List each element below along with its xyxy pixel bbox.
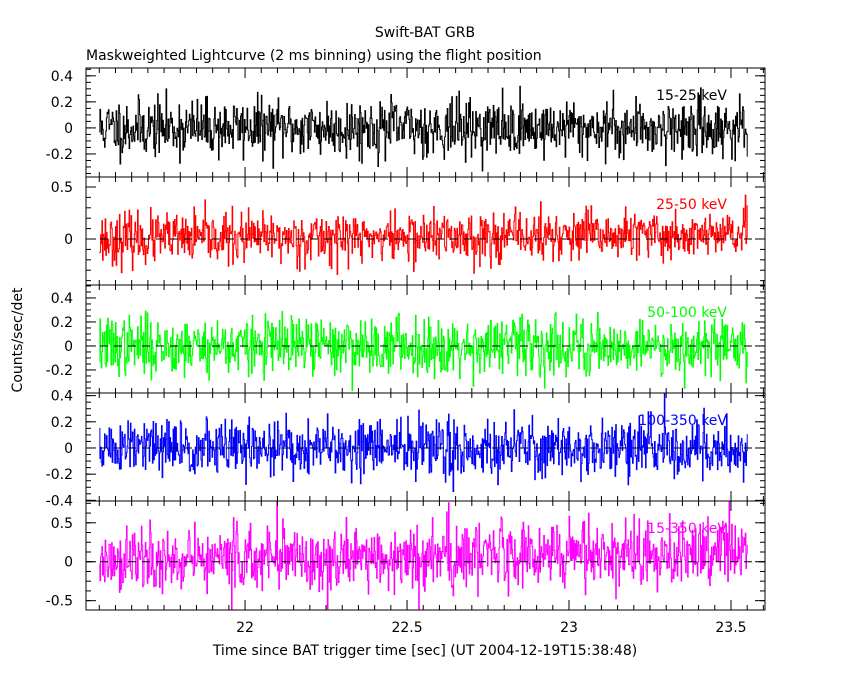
y-tick-label: 0.5 xyxy=(51,180,73,196)
y-tick-label: 0.4 xyxy=(51,389,73,405)
y-tick-label: 0 xyxy=(64,232,73,248)
y-tick-label: 0 xyxy=(64,441,73,457)
series-line xyxy=(99,500,748,611)
y-tick-label: 0 xyxy=(64,121,73,137)
x-axis-label: Time since BAT trigger time [sec] (UT 20… xyxy=(212,643,637,659)
y-tick-label: 0 xyxy=(64,555,73,571)
band-label: 100-350 keV xyxy=(638,413,727,429)
series-line xyxy=(99,310,748,392)
x-tick-label: 22.5 xyxy=(391,620,422,636)
y-tick-label: 0.2 xyxy=(51,315,73,331)
chart-title: Swift-BAT GRB xyxy=(375,25,475,41)
y-axis-label: Counts/sec/det xyxy=(10,287,26,392)
x-tick-label: 23 xyxy=(560,620,578,636)
panel-100-350-keV: -0.4 -0.2 0 0.2 0.4 100-350 keV xyxy=(46,389,766,509)
series-line xyxy=(99,392,748,492)
band-label: 25-50 keV xyxy=(656,197,727,213)
y-tick-label: 0.4 xyxy=(51,291,73,307)
panel-15-25-keV: -0.2 0 0.2 0.4 15-25 keV xyxy=(46,67,766,178)
y-tick-label: 0.5 xyxy=(51,516,73,532)
y-tick-label: -0.2 xyxy=(46,467,73,483)
chart-subtitle: Maskweighted Lightcurve (2 ms binning) u… xyxy=(86,48,542,64)
panel-25-50-keV: 0 0.5 25-50 keV xyxy=(51,176,766,286)
band-label: 15-350 keV xyxy=(647,521,727,537)
y-tick-label: -0.4 xyxy=(46,493,73,509)
y-tick-label: -0.2 xyxy=(46,147,73,163)
series-line xyxy=(99,194,748,275)
panel-15-350-keV: -0.5 0 0.5 15-350 keV xyxy=(46,500,766,611)
y-tick-label: 0.2 xyxy=(51,415,73,431)
y-tick-label: 0.4 xyxy=(51,69,73,85)
y-tick-label: 0.2 xyxy=(51,95,73,111)
x-tick-label: 22 xyxy=(236,620,254,636)
y-tick-label: 0 xyxy=(64,339,73,355)
panel-frame xyxy=(85,500,766,611)
panel-50-100-keV: -0.2 0 0.2 0.4 50-100 keV xyxy=(46,284,766,394)
y-tick-label: -0.5 xyxy=(46,594,73,610)
y-tick-label: -0.2 xyxy=(46,363,73,379)
band-label: 15-25 keV xyxy=(656,88,727,104)
series-line xyxy=(99,85,748,172)
x-tick-label: 23.5 xyxy=(715,620,746,636)
band-label: 50-100 keV xyxy=(647,305,727,321)
